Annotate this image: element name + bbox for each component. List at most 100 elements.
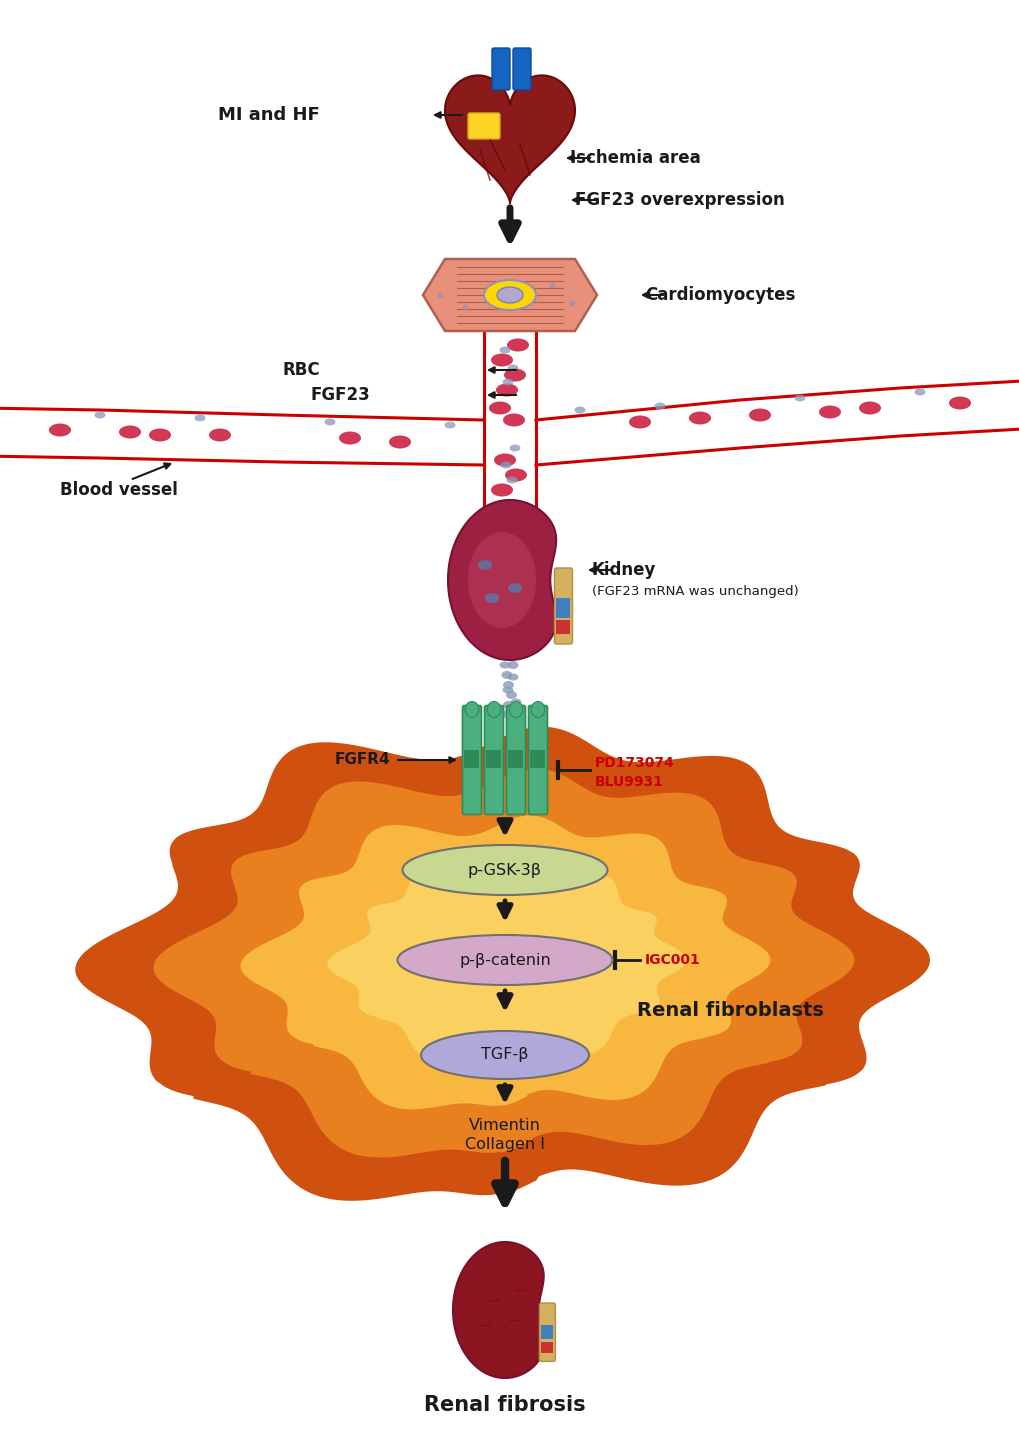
Ellipse shape bbox=[490, 484, 513, 497]
Ellipse shape bbox=[403, 845, 607, 895]
Polygon shape bbox=[75, 727, 929, 1201]
Ellipse shape bbox=[119, 425, 141, 438]
Ellipse shape bbox=[507, 365, 518, 371]
Text: Collagen I: Collagen I bbox=[465, 1137, 544, 1153]
Ellipse shape bbox=[818, 405, 841, 418]
Ellipse shape bbox=[510, 444, 520, 451]
Ellipse shape bbox=[688, 411, 710, 424]
Ellipse shape bbox=[502, 378, 513, 385]
Ellipse shape bbox=[504, 468, 527, 481]
Ellipse shape bbox=[444, 421, 455, 428]
Polygon shape bbox=[447, 500, 555, 660]
Polygon shape bbox=[423, 259, 596, 331]
Polygon shape bbox=[484, 420, 535, 510]
FancyBboxPatch shape bbox=[554, 569, 572, 644]
Ellipse shape bbox=[478, 560, 491, 570]
Text: IGC001: IGC001 bbox=[644, 954, 700, 967]
Ellipse shape bbox=[504, 672, 515, 679]
Ellipse shape bbox=[495, 384, 518, 397]
Text: TGF-β: TGF-β bbox=[481, 1047, 528, 1063]
FancyBboxPatch shape bbox=[506, 706, 525, 815]
Ellipse shape bbox=[149, 428, 171, 441]
Ellipse shape bbox=[948, 397, 970, 410]
Ellipse shape bbox=[421, 1031, 588, 1078]
Bar bbox=[541, 1342, 553, 1353]
Ellipse shape bbox=[487, 702, 500, 717]
Ellipse shape bbox=[499, 662, 510, 669]
Ellipse shape bbox=[506, 723, 517, 729]
Ellipse shape bbox=[388, 435, 411, 448]
Ellipse shape bbox=[502, 712, 514, 719]
Polygon shape bbox=[0, 408, 484, 465]
Ellipse shape bbox=[209, 428, 230, 441]
Ellipse shape bbox=[503, 368, 526, 381]
FancyBboxPatch shape bbox=[484, 706, 503, 815]
Ellipse shape bbox=[502, 414, 525, 427]
Polygon shape bbox=[327, 862, 686, 1061]
Polygon shape bbox=[452, 1242, 543, 1378]
Ellipse shape bbox=[858, 401, 880, 414]
Ellipse shape bbox=[510, 699, 521, 706]
Polygon shape bbox=[535, 379, 1019, 465]
Polygon shape bbox=[468, 533, 536, 629]
Ellipse shape bbox=[507, 583, 522, 593]
Text: Cardiomyocytes: Cardiomyocytes bbox=[644, 286, 795, 304]
Polygon shape bbox=[154, 769, 854, 1157]
Ellipse shape bbox=[507, 662, 518, 669]
Bar bbox=[556, 599, 570, 619]
Ellipse shape bbox=[500, 710, 511, 717]
Text: MI and HF: MI and HF bbox=[218, 106, 320, 125]
Ellipse shape bbox=[499, 347, 510, 354]
Ellipse shape bbox=[914, 388, 924, 395]
Text: BLU9931: BLU9931 bbox=[594, 775, 663, 789]
Polygon shape bbox=[444, 76, 575, 203]
Ellipse shape bbox=[506, 477, 517, 484]
Ellipse shape bbox=[496, 286, 523, 304]
Text: Vimentin: Vimentin bbox=[469, 1117, 540, 1133]
FancyBboxPatch shape bbox=[528, 706, 547, 815]
Text: FGF23 overexpression: FGF23 overexpression bbox=[575, 190, 784, 209]
Text: FGF23: FGF23 bbox=[310, 387, 370, 404]
FancyBboxPatch shape bbox=[539, 1303, 555, 1362]
Text: RBC: RBC bbox=[282, 361, 320, 379]
Bar bbox=[541, 1326, 553, 1339]
Text: (FGF23 mRNA was unchanged): (FGF23 mRNA was unchanged) bbox=[591, 586, 798, 599]
Ellipse shape bbox=[49, 424, 71, 437]
Ellipse shape bbox=[531, 702, 544, 717]
Text: FGFR4: FGFR4 bbox=[334, 752, 389, 768]
Text: Renal fibroblasts: Renal fibroblasts bbox=[636, 1001, 822, 1020]
Bar bbox=[508, 750, 523, 768]
Polygon shape bbox=[484, 332, 535, 420]
Ellipse shape bbox=[504, 702, 515, 709]
Text: PD173074: PD173074 bbox=[594, 756, 675, 770]
Text: Renal fibrosis: Renal fibrosis bbox=[424, 1395, 585, 1415]
Ellipse shape bbox=[95, 411, 105, 418]
FancyBboxPatch shape bbox=[513, 49, 531, 90]
Ellipse shape bbox=[748, 408, 770, 421]
Ellipse shape bbox=[508, 702, 522, 717]
Polygon shape bbox=[240, 815, 769, 1110]
Ellipse shape bbox=[493, 454, 516, 467]
Ellipse shape bbox=[506, 338, 529, 351]
Ellipse shape bbox=[484, 593, 498, 603]
Text: Kidney: Kidney bbox=[591, 561, 656, 579]
Ellipse shape bbox=[794, 394, 805, 401]
Bar bbox=[556, 620, 570, 634]
Ellipse shape bbox=[507, 673, 518, 680]
Ellipse shape bbox=[629, 415, 650, 428]
FancyBboxPatch shape bbox=[468, 113, 499, 139]
Ellipse shape bbox=[484, 281, 535, 309]
Ellipse shape bbox=[488, 401, 511, 414]
Ellipse shape bbox=[500, 461, 511, 468]
Ellipse shape bbox=[465, 702, 478, 717]
Bar bbox=[464, 750, 479, 768]
FancyBboxPatch shape bbox=[462, 706, 481, 815]
Ellipse shape bbox=[574, 407, 585, 414]
Text: p-GSK-3β: p-GSK-3β bbox=[468, 862, 541, 878]
Ellipse shape bbox=[324, 418, 335, 425]
Text: p-β-catenin: p-β-catenin bbox=[459, 952, 550, 968]
Bar bbox=[486, 750, 501, 768]
Ellipse shape bbox=[505, 692, 517, 699]
Ellipse shape bbox=[195, 414, 205, 421]
Ellipse shape bbox=[654, 402, 664, 410]
